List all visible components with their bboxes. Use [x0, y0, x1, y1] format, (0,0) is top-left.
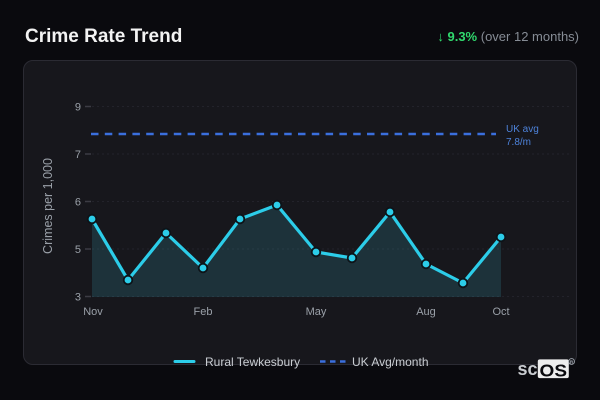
svg-text:Rural Tewkesbury: Rural Tewkesbury [205, 355, 300, 369]
svg-text:UK avg: UK avg [506, 124, 539, 135]
svg-text:Nov: Nov [83, 306, 103, 318]
svg-text:3: 3 [75, 292, 81, 304]
svg-text:5: 5 [75, 244, 81, 256]
svg-text:9: 9 [75, 102, 81, 114]
svg-text:Crimes per 1,000: Crimes per 1,000 [41, 158, 55, 254]
svg-text:Feb: Feb [194, 306, 213, 318]
svg-text:May: May [306, 306, 327, 318]
svg-text:OS: OS [540, 361, 568, 381]
svg-text:UK Avg/month: UK Avg/month [352, 355, 429, 369]
svg-text:R: R [570, 360, 574, 365]
svg-text:6: 6 [75, 197, 81, 209]
svg-text:7: 7 [75, 149, 81, 161]
svg-text:Oct: Oct [492, 306, 509, 318]
svg-text:Aug: Aug [416, 306, 436, 318]
svg-text:sc: sc [517, 359, 537, 379]
svg-text:7.8/m: 7.8/m [506, 137, 531, 148]
